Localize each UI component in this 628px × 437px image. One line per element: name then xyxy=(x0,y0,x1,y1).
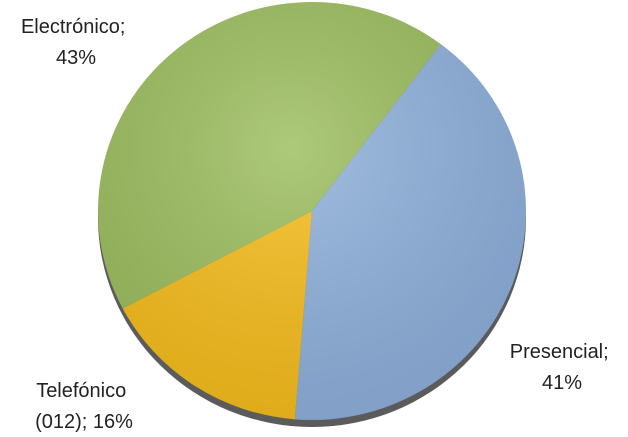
label-telefonico: Telefónico (012); 16% xyxy=(35,380,133,433)
label-electronico: Electrónico; 43% xyxy=(21,16,131,69)
label-presencial: Presencial; 41% xyxy=(510,341,615,394)
